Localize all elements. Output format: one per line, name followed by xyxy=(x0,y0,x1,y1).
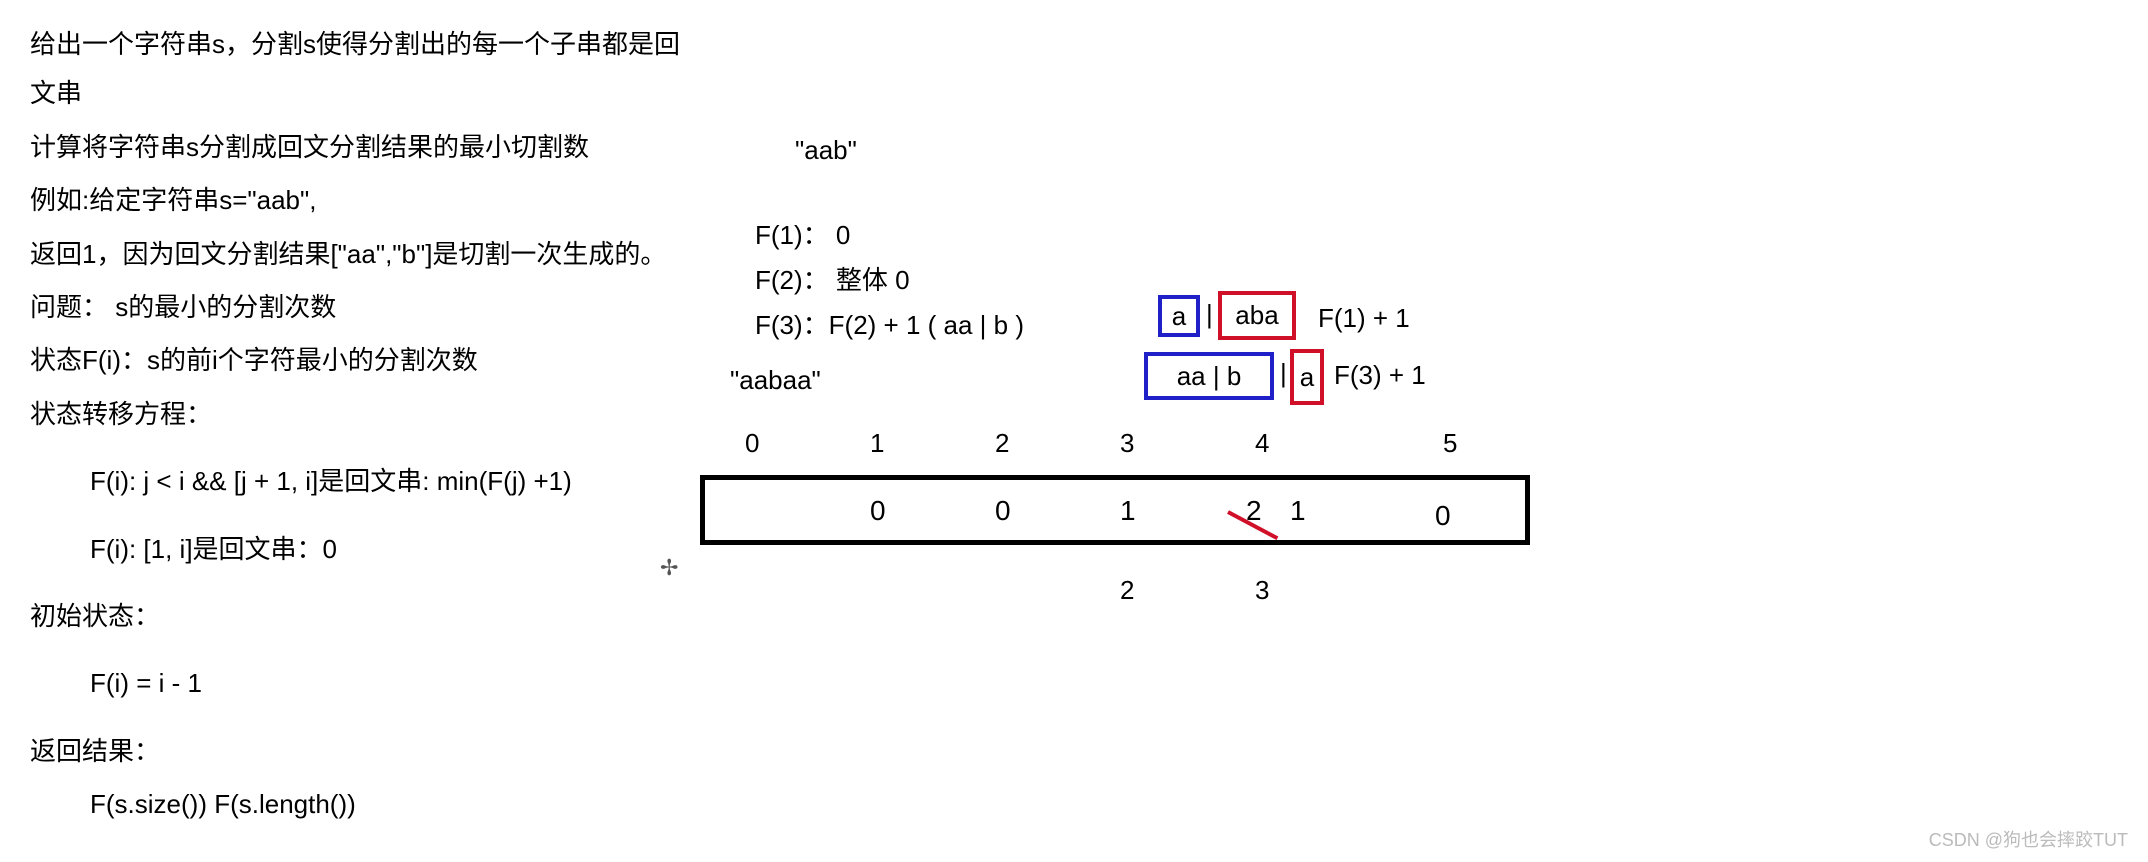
problem-line-1: 给出一个字符串s，分割s使得分割出的每一个子串都是回文串 xyxy=(30,20,680,119)
box-red-a: a xyxy=(1290,349,1324,405)
watermark-text: CSDN @狗也会摔跤TUT xyxy=(1929,826,2128,852)
hdr-5: 5 xyxy=(1443,428,1457,459)
cell-2: 0 xyxy=(995,495,1011,527)
box-red-aba-text: aba xyxy=(1235,300,1278,331)
sep-pipe-1: | xyxy=(1206,299,1213,330)
transition-eq-1: F(i): j < i && [j + 1, i]是回文串: min(F(j) … xyxy=(30,457,680,506)
example-aab: "aab" xyxy=(795,135,857,166)
cell-5: 0 xyxy=(1435,500,1451,532)
hdr-4: 4 xyxy=(1255,428,1269,459)
dp-table xyxy=(700,475,1530,545)
transition-label: 状态转移方程： xyxy=(30,390,680,439)
state-def: 状态F(i)：s的前i个字符最小的分割次数 xyxy=(30,336,680,385)
problem-line-5: 问题： s的最小的分割次数 xyxy=(30,283,680,332)
box-red-aba: aba xyxy=(1218,291,1296,340)
sep-pipe-2: | xyxy=(1280,358,1287,389)
return-eq: F(s.size()) F(s.length()) xyxy=(30,780,680,829)
cell-1: 0 xyxy=(870,495,886,527)
f1-value: F(1)： 0 xyxy=(755,215,850,252)
initial-state-label: 初始状态： xyxy=(30,592,680,641)
hdr-2: 2 xyxy=(995,428,1009,459)
below-4: 3 xyxy=(1255,575,1269,606)
hdr-3: 3 xyxy=(1120,428,1134,459)
problem-line-4: 返回1，因为回文分割结果["aa","b"]是切割一次生成的。 xyxy=(30,230,680,279)
box-red-a-text: a xyxy=(1300,362,1314,393)
cell-4-revised: 1 xyxy=(1290,495,1306,527)
hdr-1: 1 xyxy=(870,428,884,459)
example-aabaa: "aabaa" xyxy=(730,365,821,396)
f3-value: F(3)：F(2) + 1 ( aa | b ) xyxy=(755,305,1024,342)
box-blue-aab: aa | b xyxy=(1144,352,1274,400)
f2-value: F(2)： 整体 0 xyxy=(755,260,910,297)
f3-plus-1: F(3) + 1 xyxy=(1334,360,1426,391)
box-blue-a-text: a xyxy=(1172,301,1186,332)
box-blue-aab-text: aa | b xyxy=(1177,361,1242,392)
below-3: 2 xyxy=(1120,575,1134,606)
cell-3: 1 xyxy=(1120,495,1136,527)
hdr-0: 0 xyxy=(745,428,759,459)
f1-plus-1: F(1) + 1 xyxy=(1318,303,1410,334)
cursor-crosshair-icon: ✢ xyxy=(660,555,678,581)
problem-line-2: 计算将字符串s分割成回文分割结果的最小切割数 xyxy=(30,123,680,172)
problem-line-3: 例如:给定字符串s="aab", xyxy=(30,176,680,225)
initial-state-eq: F(i) = i - 1 xyxy=(30,659,680,708)
return-label: 返回结果： xyxy=(30,727,680,776)
transition-eq-2: F(i): [1, i]是回文串：0 xyxy=(30,525,680,574)
box-blue-a: a xyxy=(1158,295,1200,337)
